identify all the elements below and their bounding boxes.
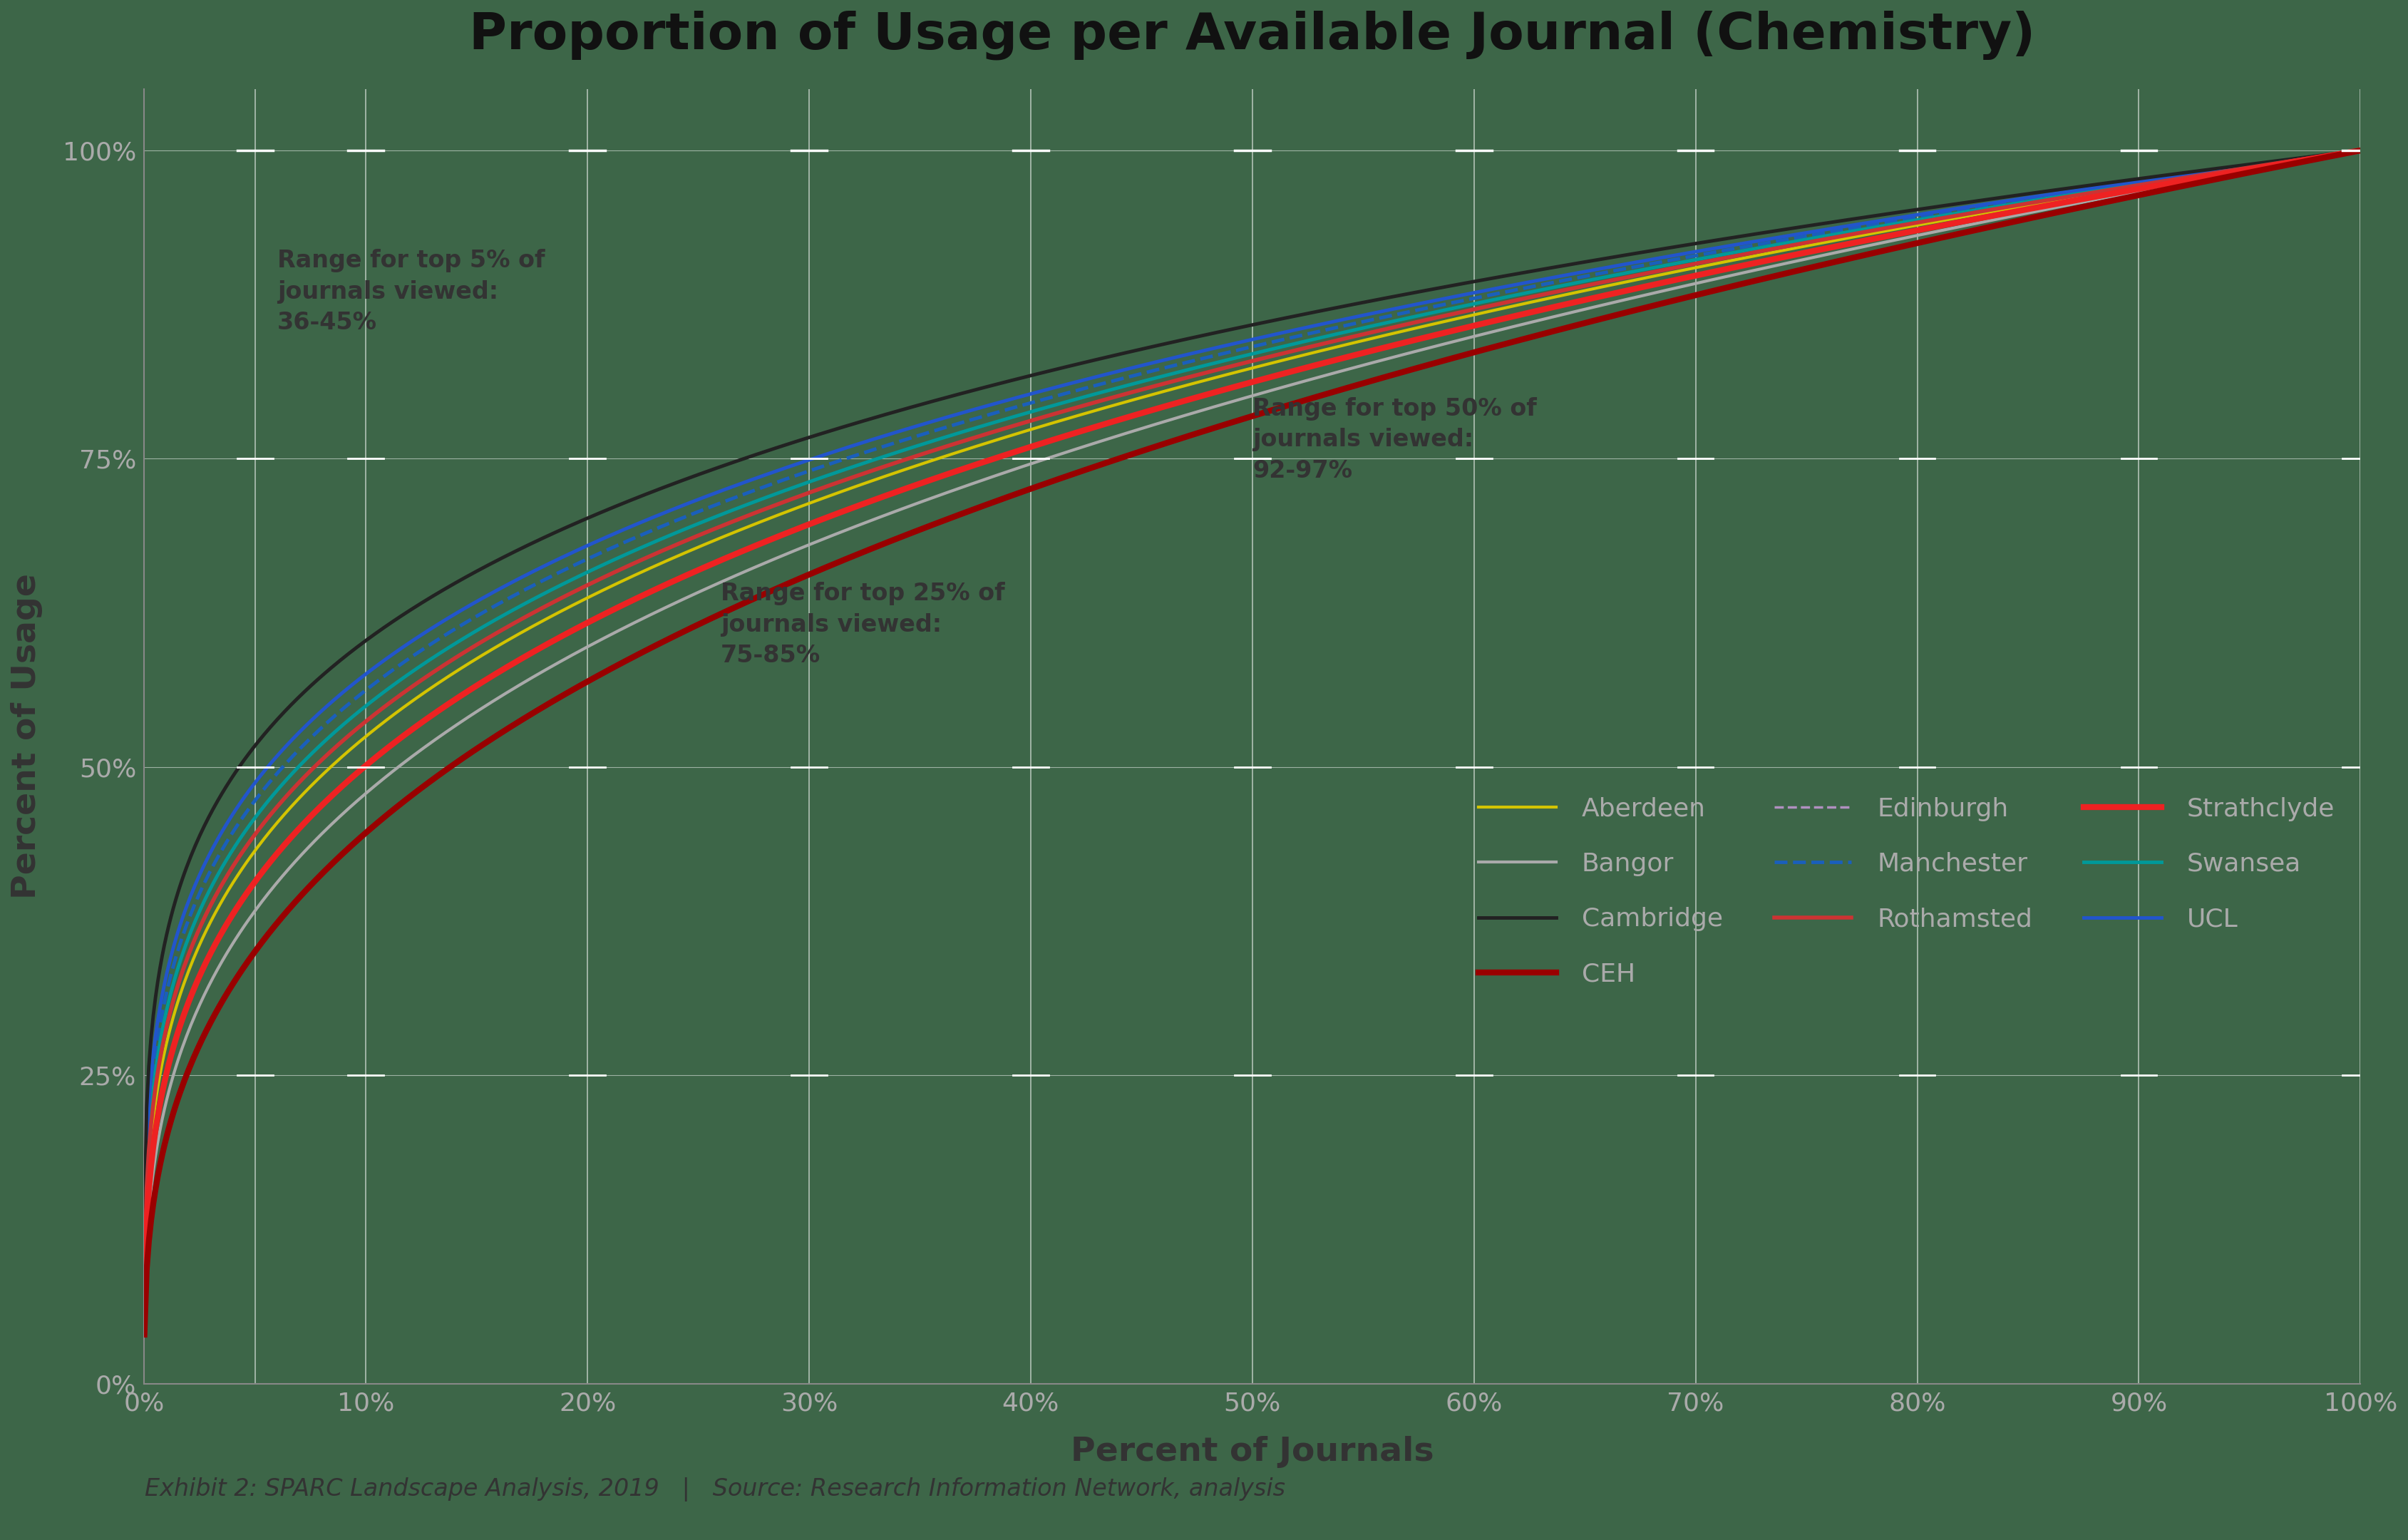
Text: Range for top 5% of
journals viewed:
36-45%: Range for top 5% of journals viewed: 36-…: [277, 249, 544, 334]
Title: Proportion of Usage per Available Journal (Chemistry): Proportion of Usage per Available Journa…: [470, 11, 2035, 60]
Legend: Aberdeen, Bangor, Cambridge, CEH, Edinburgh, Manchester, Rothamsted, Strathclyde: Aberdeen, Bangor, Cambridge, CEH, Edinbu…: [1466, 784, 2348, 999]
Text: Range for top 25% of
journals viewed:
75-85%: Range for top 25% of journals viewed: 75…: [720, 582, 1004, 667]
X-axis label: Percent of Journals: Percent of Journals: [1072, 1435, 1435, 1468]
Text: Range for top 50% of
journals viewed:
92-97%: Range for top 50% of journals viewed: 92…: [1252, 397, 1536, 482]
Y-axis label: Percent of Usage: Percent of Usage: [10, 573, 43, 899]
Text: Exhibit 2: SPARC Landscape Analysis, 2019   |   Source: Research Information Net: Exhibit 2: SPARC Landscape Analysis, 201…: [144, 1477, 1286, 1502]
